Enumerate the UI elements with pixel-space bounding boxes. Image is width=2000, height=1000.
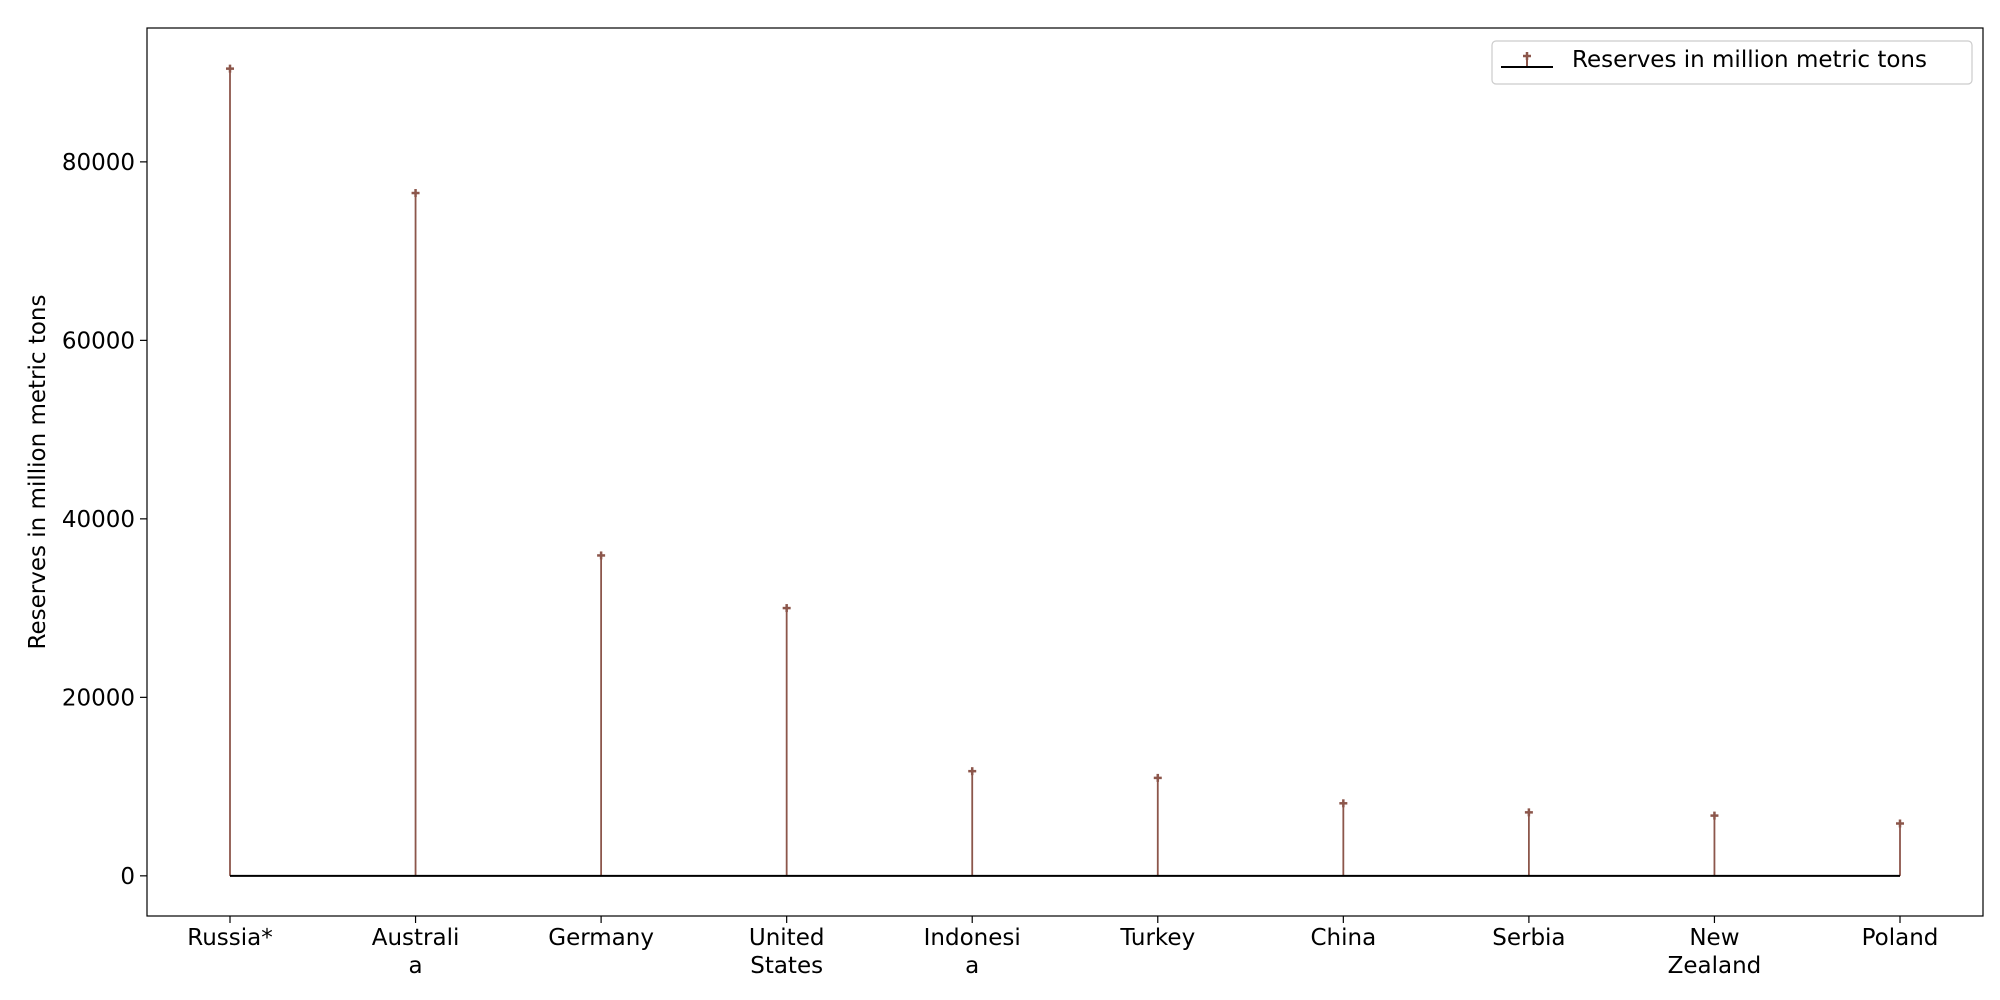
x-tick-label: China <box>1310 925 1376 951</box>
x-tick-label: United States <box>749 925 825 979</box>
legend-label: Reserves in million metric tons <box>1572 47 1927 73</box>
stem-marker <box>1153 773 1162 782</box>
y-tick-label: 60000 <box>62 328 135 354</box>
stem-marker <box>411 189 420 198</box>
x-axis: Russia* Australi a Germany United States Indon… <box>187 916 1938 979</box>
stem-marker <box>597 551 606 560</box>
stem-marker <box>782 604 791 613</box>
stem-marker <box>968 767 977 776</box>
x-tick-label: Germany <box>548 925 654 951</box>
x-tick-label: Indonesi a <box>924 925 1021 979</box>
x-tick-label: New Zealand <box>1668 925 1762 979</box>
y-tick-label: 80000 <box>62 150 135 176</box>
stem-marker <box>226 64 234 73</box>
y-axis: 0 20000 40000 60000 80000 <box>62 150 147 890</box>
legend-marker <box>1523 52 1531 60</box>
y-tick-label: 20000 <box>62 685 135 711</box>
stem-marker <box>1339 799 1348 808</box>
x-tick-label: Russia* <box>187 925 272 951</box>
x-tick-label: Serbia <box>1492 925 1565 951</box>
legend-marker-symbol <box>1523 52 1531 60</box>
plot-area <box>146 27 1984 917</box>
legend-box <box>1491 40 1973 85</box>
stem-marker <box>1896 819 1904 828</box>
x-tick-label: Turkey <box>1119 925 1195 951</box>
y-axis-title: Reserves in million metric tons <box>25 295 51 650</box>
y-tick-label: 40000 <box>62 507 135 533</box>
stem-marker <box>1710 811 1719 820</box>
stem-series <box>226 64 1904 876</box>
legend: Reserves in million metric tons <box>1491 40 1973 85</box>
y-tick-label: 0 <box>120 864 135 890</box>
x-tick-label: Australi a <box>372 925 460 979</box>
x-tick-label: Poland <box>1862 925 1939 951</box>
stem-marker <box>1524 808 1533 817</box>
